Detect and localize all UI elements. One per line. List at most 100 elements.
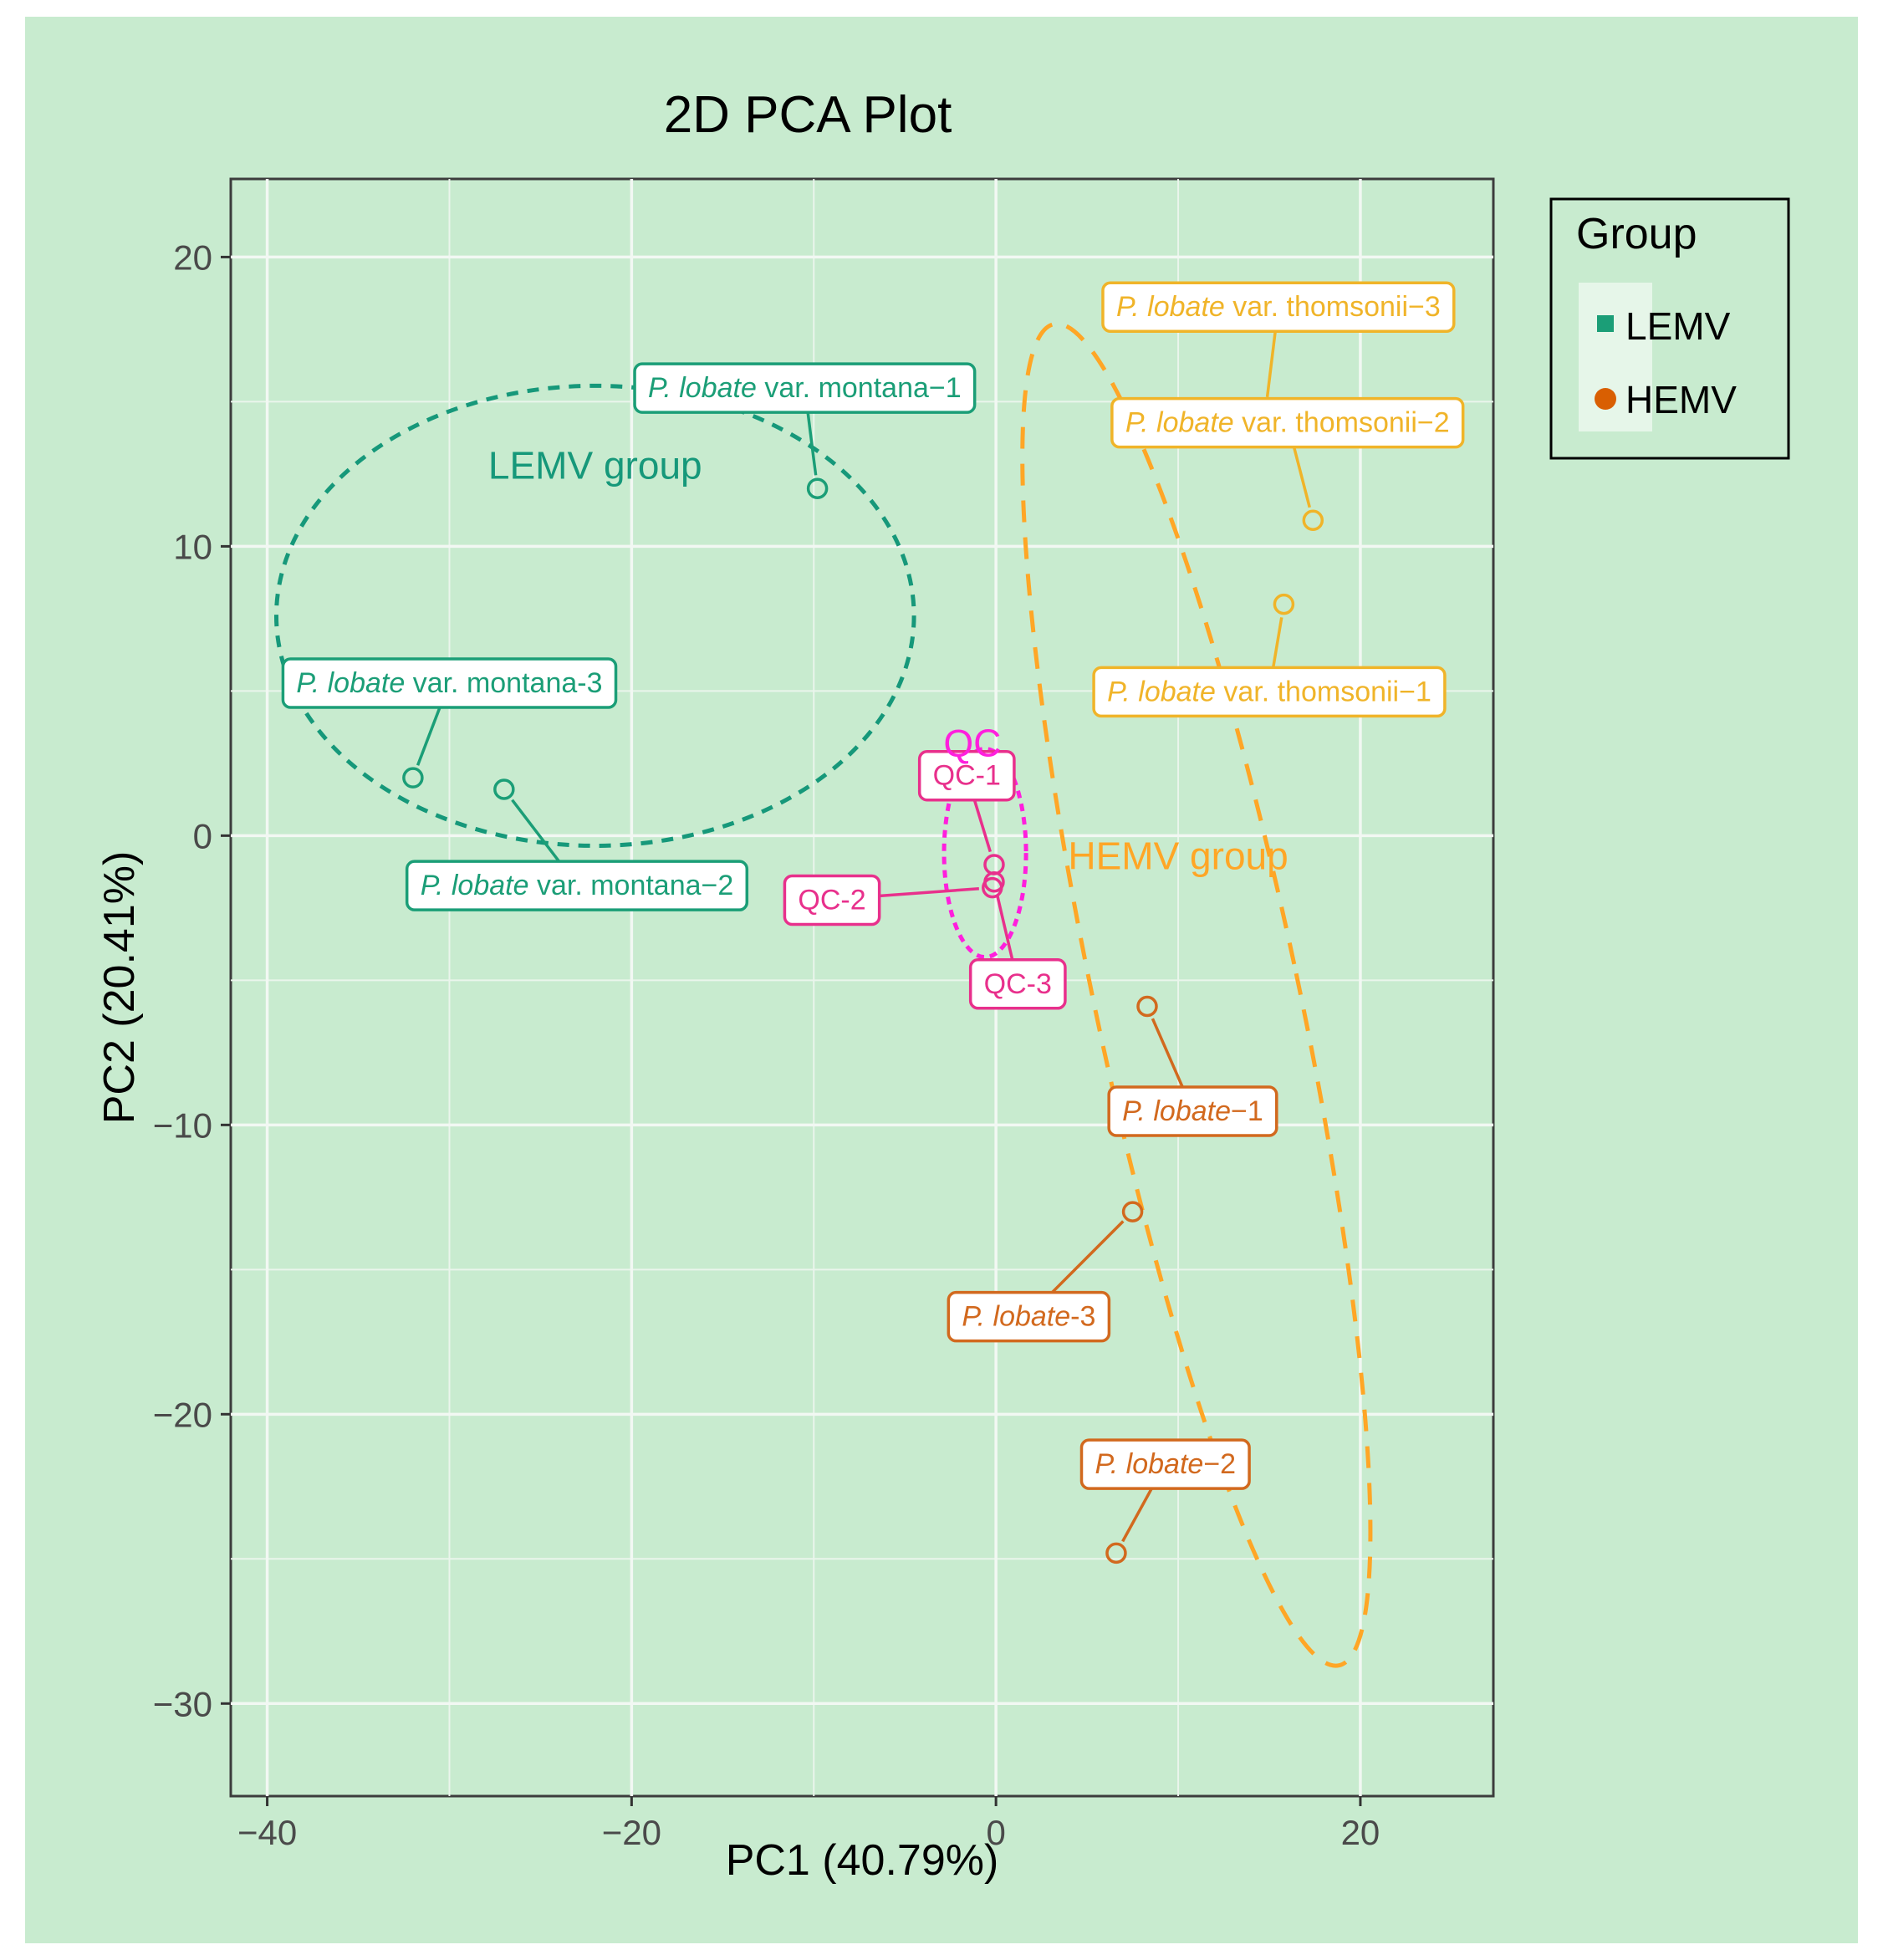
- point-label: P. lobate var. thomsonii−3: [1101, 281, 1456, 333]
- point-label: P. lobate var. montana−2: [405, 860, 749, 911]
- point-label: P. lobate var. thomsonii−2: [1110, 396, 1465, 449]
- x-axis: −40 −20 0 20: [237, 1796, 1380, 1852]
- point-label-species: P. lobate: [1116, 291, 1225, 323]
- point-label: P. lobate var. montana−1: [633, 362, 977, 414]
- point-label-variety: −1: [1231, 1095, 1263, 1127]
- point-label-variety: var. montana-3: [405, 667, 602, 699]
- legend-label-hemv: HEMV: [1625, 378, 1737, 421]
- point-label-variety: QC-3: [984, 968, 1052, 1000]
- point-label-text: P. lobate var. montana−2: [421, 870, 734, 901]
- chart-title: 2D PCA Plot: [664, 86, 952, 144]
- data-point: [1136, 995, 1158, 1018]
- y-tick-label: −20: [153, 1395, 212, 1434]
- pca-chart: 2D PCA Plot −40 −20 0 20 20 10 0 −10 −20 −30 PC1…: [95, 86, 1790, 1885]
- data-point: [983, 870, 1005, 893]
- point-label-box: [405, 860, 749, 911]
- point-label-box: [1101, 281, 1456, 333]
- group-label: HEMV group: [1068, 835, 1288, 878]
- group-ellipse: [1020, 321, 1373, 1668]
- point-label: P. lobate var. thomsonii−1: [1092, 666, 1447, 718]
- data-point: [1121, 1201, 1144, 1222]
- point-label-variety: −2: [1203, 1448, 1236, 1480]
- point-label-variety: var. montana−2: [529, 870, 734, 901]
- group-ellipse: [273, 383, 916, 848]
- legend-title: Group: [1576, 210, 1697, 258]
- legend-label-lemv: LEMV: [1625, 304, 1731, 348]
- point-label: P. lobate−1: [1107, 1085, 1278, 1137]
- y-tick-label: 10: [173, 527, 212, 566]
- x-tick-label: −20: [602, 1813, 661, 1852]
- point-label-species: P. lobate: [1122, 1095, 1231, 1127]
- y-axis-title: PC2 (20.41%): [95, 851, 144, 1125]
- group-labels: LEMV group HEMV group QC: [488, 444, 1289, 878]
- legend: Group LEMV HEMV: [1549, 197, 1790, 460]
- group-label: LEMV group: [488, 444, 702, 487]
- point-label-text: P. lobate-3: [962, 1301, 1095, 1333]
- data-point: [1105, 1542, 1127, 1564]
- point-label-species: P. lobate: [1107, 676, 1216, 707]
- point-label-box: [968, 958, 1067, 1010]
- point-label-variety: var. thomsonii−2: [1234, 407, 1450, 439]
- y-tick-label: 20: [173, 237, 212, 277]
- point-label-species: P. lobate: [421, 870, 529, 901]
- point-label-box: [947, 1290, 1111, 1343]
- point-labels: P. lobate var. montana−1P. lobate var. m…: [281, 281, 1465, 1490]
- point-label-text: QC-2: [798, 884, 865, 916]
- grid-major: [231, 179, 1493, 1796]
- data-point: [402, 767, 424, 789]
- point-label-species: P. lobate: [296, 667, 405, 699]
- point-label-species: P. lobate: [1125, 407, 1234, 439]
- data-point: [1273, 593, 1295, 615]
- point-label-variety: var. montana−1: [757, 372, 962, 404]
- y-tick-label: 0: [193, 816, 212, 855]
- x-tick-label: −40: [237, 1813, 297, 1852]
- point-label-text: P. lobate var. thomsonii−2: [1125, 407, 1450, 439]
- point-label-text: QC-3: [984, 968, 1052, 1000]
- point-label-box: [1107, 1085, 1278, 1137]
- point-label: QC-3: [968, 958, 1067, 1010]
- y-tick-label: −10: [153, 1105, 212, 1145]
- point-label-variety: var. thomsonii−3: [1225, 291, 1441, 323]
- point-label-species: P. lobate: [648, 372, 757, 404]
- point-label-text: P. lobate−2: [1095, 1448, 1236, 1480]
- point-label-box: [633, 362, 977, 414]
- point-label-text: QC-1: [933, 760, 1001, 792]
- point-label-variety: QC-1: [933, 760, 1001, 792]
- point-label: P. lobate−2: [1079, 1438, 1251, 1490]
- point-label-species: P. lobate: [1095, 1448, 1203, 1480]
- point-label-text: P. lobate var. montana-3: [296, 667, 602, 699]
- point-label-text: P. lobate var. thomsonii−1: [1107, 676, 1431, 707]
- point-label: P. lobate var. montana-3: [281, 657, 618, 709]
- point-label-text: P. lobate var. montana−1: [648, 372, 962, 404]
- point-label-box: [917, 749, 1016, 802]
- y-tick-label: −30: [153, 1684, 212, 1723]
- legend-key-hemv: [1595, 388, 1616, 410]
- legend-key-lemv: [1597, 315, 1614, 332]
- point-label: QC-2: [783, 874, 881, 926]
- point-label-text: P. lobate var. thomsonii−3: [1116, 291, 1441, 323]
- y-axis: 20 10 0 −10 −20 −30: [153, 237, 231, 1723]
- legend-key-bg: [1579, 283, 1652, 431]
- point-label-box: [783, 874, 881, 926]
- point-label-box: [1110, 396, 1465, 449]
- point-label-text: P. lobate−1: [1122, 1095, 1263, 1127]
- point-label-species: P. lobate: [962, 1301, 1070, 1333]
- group-label: QC: [943, 722, 1001, 765]
- data-point: [806, 477, 829, 499]
- x-tick-label: 0: [986, 1813, 1005, 1852]
- point-label: QC-1: [917, 749, 1016, 802]
- point-label-variety: var. thomsonii−1: [1216, 676, 1431, 707]
- x-axis-title: PC1 (40.79%): [726, 1836, 999, 1885]
- x-tick-label: 20: [1341, 1813, 1380, 1852]
- figure-background: 2D PCA Plot −40 −20 0 20 20 10 0 −10 −20 −30 PC1…: [25, 17, 1858, 1943]
- point-label-box: [281, 657, 618, 709]
- point-label-variety: QC-2: [798, 884, 865, 916]
- group-ellipses: [273, 321, 1373, 1668]
- point-label-box: [1092, 666, 1447, 718]
- data-point: [1302, 509, 1324, 532]
- group-ellipse: [942, 747, 1028, 960]
- point-label-box: [1079, 1438, 1251, 1490]
- point-label: P. lobate-3: [947, 1290, 1111, 1343]
- point-label-variety: -3: [1070, 1301, 1095, 1333]
- data-point: [493, 778, 515, 800]
